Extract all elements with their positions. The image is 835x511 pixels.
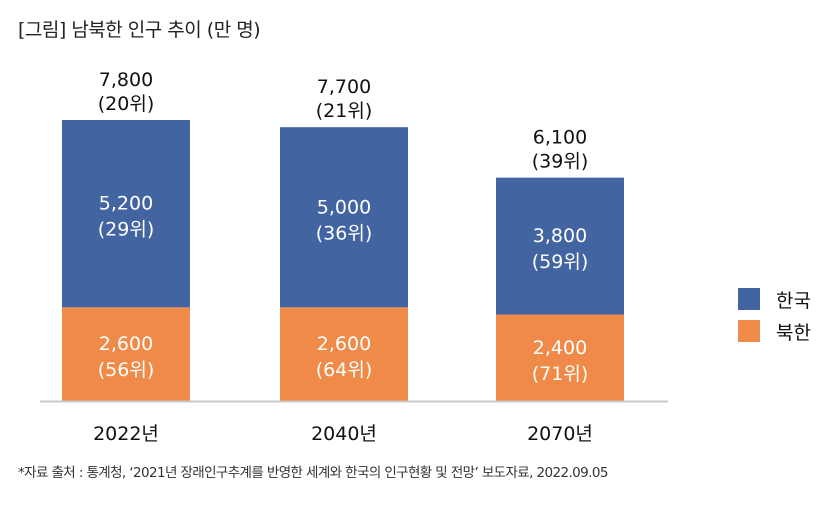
- data-label-north-korea: 2,400: [533, 337, 587, 359]
- x-tick-label: 2040년: [311, 423, 377, 445]
- legend-item-south-korea: 한국: [738, 283, 811, 315]
- data-label-south-korea: 5,200: [99, 193, 153, 215]
- x-tick-label: 2070년: [527, 423, 593, 445]
- legend-label-south-korea: 한국: [776, 289, 811, 312]
- stacked-bar-chart: 5,200 (29위) 2,600 (56위) 7,800(20위) 2022년 5,000…: [40, 69, 668, 445]
- source-footnote: *자료 출처 : 통계청, ‘2021년 장래인구추계를 반영한 세계와 한국의…: [18, 465, 608, 481]
- total-label: 7,700: [317, 76, 371, 98]
- x-tick-label: 2022년: [93, 423, 159, 445]
- total-label: 7,800: [99, 69, 153, 91]
- rank-label-north-korea: (64위): [316, 359, 372, 381]
- legend-item-north-korea: 북한: [738, 315, 811, 347]
- data-label-south-korea: 5,000: [317, 196, 371, 218]
- data-label-south-korea: 3,800: [533, 225, 587, 247]
- rank-label-south-korea: (36위): [316, 222, 372, 244]
- bar-north-korea: [496, 314, 624, 401]
- legend: 한국 북한: [738, 283, 811, 347]
- total-rank-label: (20위): [98, 93, 154, 115]
- bar-north-korea: [280, 307, 408, 401]
- chart-title: [그림] 남북한 인구 추이 (만 명): [18, 19, 261, 41]
- total-label: 6,100: [533, 127, 587, 149]
- bar-south-korea: [280, 127, 408, 308]
- legend-label-north-korea: 북한: [776, 321, 811, 344]
- rank-label-north-korea: (71위): [532, 363, 588, 385]
- rank-label-south-korea: (59위): [532, 251, 588, 273]
- total-rank-label: (39위): [532, 151, 588, 173]
- bar-south-korea: [62, 120, 190, 308]
- legend-swatch-north-korea: [738, 320, 760, 342]
- data-label-north-korea: 2,600: [99, 333, 153, 355]
- bar-north-korea: [62, 307, 190, 401]
- bar-south-korea: [496, 177, 624, 315]
- rank-label-north-korea: (56위): [98, 359, 154, 381]
- rank-label-south-korea: (29위): [98, 219, 154, 241]
- total-rank-label: (21위): [316, 100, 372, 122]
- legend-swatch-south-korea: [738, 288, 760, 310]
- data-label-north-korea: 2,600: [317, 333, 371, 355]
